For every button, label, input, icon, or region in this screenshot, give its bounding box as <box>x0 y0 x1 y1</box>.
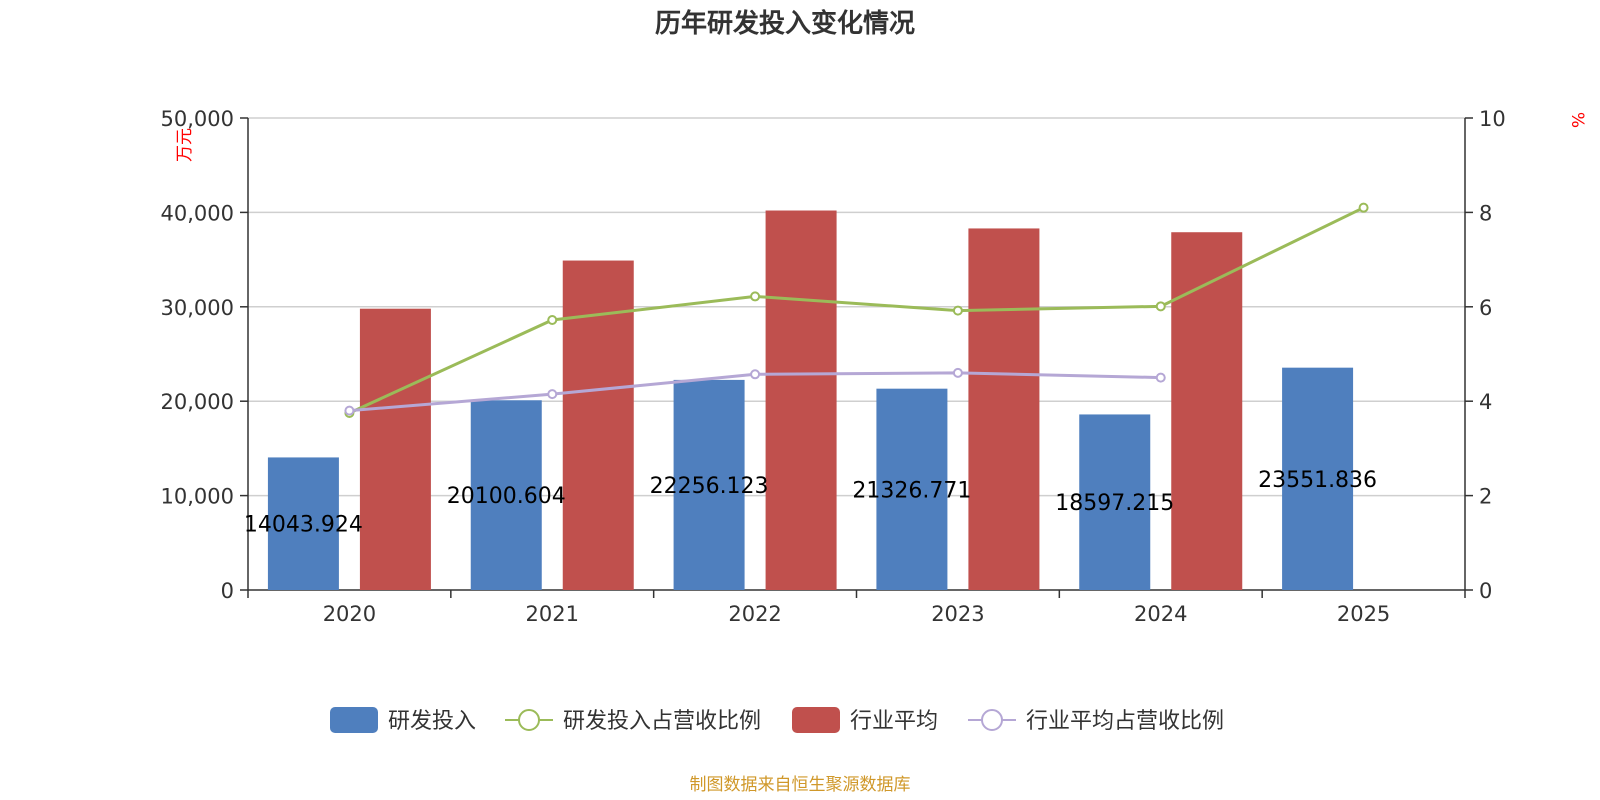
legend-marker <box>981 709 1003 731</box>
legend-label: 行业平均占营收比例 <box>1026 709 1224 734</box>
bar-data-label: 21326.771 <box>852 478 971 503</box>
left-tick-label: 20,000 <box>161 390 234 414</box>
x-tick-label: 2025 <box>1337 602 1390 626</box>
chart-title: 历年研发投入变化情况 <box>655 8 915 39</box>
line-point <box>952 305 963 316</box>
line-point <box>750 291 761 302</box>
legend[interactable]: 研发投入 研发投入占营收比例 行业平均 行业平均占营收比例 <box>330 707 1224 734</box>
data-labels: 14043.924 20100.604 22256.123 21326.771 1859… <box>244 468 1377 538</box>
bar-data-label: 23551.836 <box>1258 468 1377 493</box>
right-tick-label: 8 <box>1479 201 1492 225</box>
left-axis-unit: 万元 <box>175 128 195 162</box>
bar <box>267 457 339 590</box>
bar <box>562 260 634 590</box>
legend-label: 研发投入 <box>388 709 476 734</box>
bar <box>673 379 745 590</box>
left-tick-label: 40,000 <box>161 201 234 225</box>
bars <box>267 210 1354 590</box>
bar-data-label: 14043.924 <box>244 513 363 538</box>
x-tick-label: 2023 <box>931 602 984 626</box>
left-tick-label: 0 <box>221 579 234 603</box>
line-point <box>1155 372 1166 383</box>
line-point <box>750 369 761 380</box>
legend-label: 行业平均 <box>850 709 938 734</box>
left-tick-label: 50,000 <box>161 107 234 131</box>
left-axis-unit-label: 万元 <box>175 128 195 162</box>
line-point <box>952 367 963 378</box>
x-tick-label: 2022 <box>728 602 781 626</box>
line-point <box>547 315 558 326</box>
source-note: 制图数据来自恒生聚源数据库 <box>690 775 911 795</box>
left-tick-label: 30,000 <box>161 296 234 320</box>
legend-swatch <box>792 707 840 733</box>
legend-swatch <box>330 707 378 733</box>
bar <box>765 210 837 590</box>
legend-item[interactable]: 研发投入 <box>330 707 476 734</box>
legend-item[interactable]: 研发投入占营收比例 <box>505 709 761 734</box>
bar <box>359 308 431 590</box>
legend-item[interactable]: 行业平均 <box>792 707 938 734</box>
bar-data-label: 22256.123 <box>650 474 769 499</box>
right-tick-label: 2 <box>1479 485 1492 509</box>
right-tick-label: 4 <box>1479 390 1492 414</box>
bar <box>968 228 1040 590</box>
right-axis-unit-label: % <box>1567 112 1587 128</box>
lines <box>344 202 1369 418</box>
bar <box>1171 232 1243 590</box>
bar <box>876 388 948 590</box>
bar-data-label: 20100.604 <box>447 484 566 509</box>
legend-label: 研发投入占营收比例 <box>563 709 761 734</box>
x-tick-label: 2020 <box>323 602 376 626</box>
series-line <box>348 206 1365 415</box>
bar-data-label: 18597.215 <box>1055 491 1174 516</box>
right-tick-label: 10 <box>1479 107 1506 131</box>
bar <box>1282 367 1354 590</box>
right-tick-label: 0 <box>1479 579 1492 603</box>
right-axis: 0 2 4 6 8 10 <box>1464 107 1506 603</box>
x-tick-label: 2024 <box>1134 602 1187 626</box>
line-point <box>344 405 355 416</box>
right-tick-label: 6 <box>1479 296 1492 320</box>
x-tick-label: 2021 <box>526 602 579 626</box>
legend-item[interactable]: 行业平均占营收比例 <box>968 709 1224 734</box>
left-tick-label: 10,000 <box>161 485 234 509</box>
legend-marker <box>518 709 540 731</box>
line-point <box>1358 202 1369 213</box>
x-axis: 2020 2021 2022 2023 2024 2025 <box>247 589 1466 626</box>
left-axis: 0 10,000 20,000 30,000 40,000 50,000 <box>161 107 249 603</box>
bar <box>470 400 542 590</box>
line-point <box>1155 301 1166 312</box>
bar <box>1079 414 1151 590</box>
line-point <box>547 389 558 400</box>
